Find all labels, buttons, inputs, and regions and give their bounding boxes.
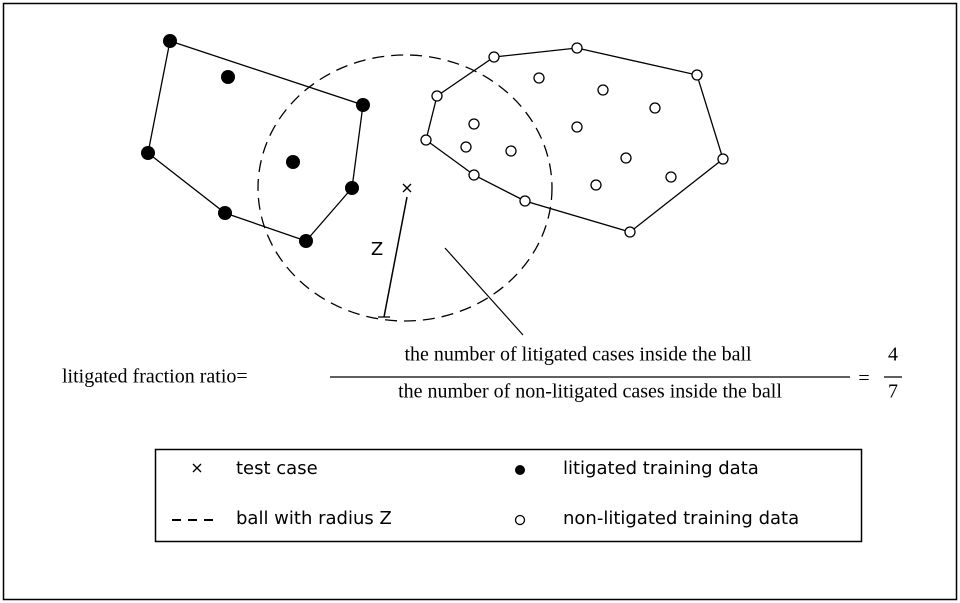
result-denominator: 7 <box>888 381 898 403</box>
pointer-line <box>444 247 524 336</box>
legend-box <box>154 448 863 543</box>
formula-denominator: the number of non-litigated cases inside… <box>398 381 782 403</box>
litigated-points <box>141 34 370 248</box>
legend-label: test case <box>236 458 318 479</box>
non-litigated-points <box>420 42 729 238</box>
result-numerator: 4 <box>888 344 898 366</box>
formula-equals: = <box>858 368 869 390</box>
ball <box>257 54 553 322</box>
legend-test-case-symbol <box>192 463 202 473</box>
legend-label: litigated training data <box>563 458 759 479</box>
legend-non-litigated-symbol <box>514 514 526 526</box>
formula-lhs: litigated fraction ratio= <box>62 366 248 388</box>
legend-label: non-litigated training data <box>563 508 799 529</box>
test-case <box>402 183 412 193</box>
radius-line <box>383 196 408 318</box>
legend-litigated-symbol <box>515 465 525 475</box>
non-litigated-hull <box>425 47 724 233</box>
radius-label: Z <box>371 239 383 260</box>
formula-numerator: the number of litigated cases inside the… <box>404 344 752 366</box>
legend-label: ball with radius Z <box>236 508 392 529</box>
